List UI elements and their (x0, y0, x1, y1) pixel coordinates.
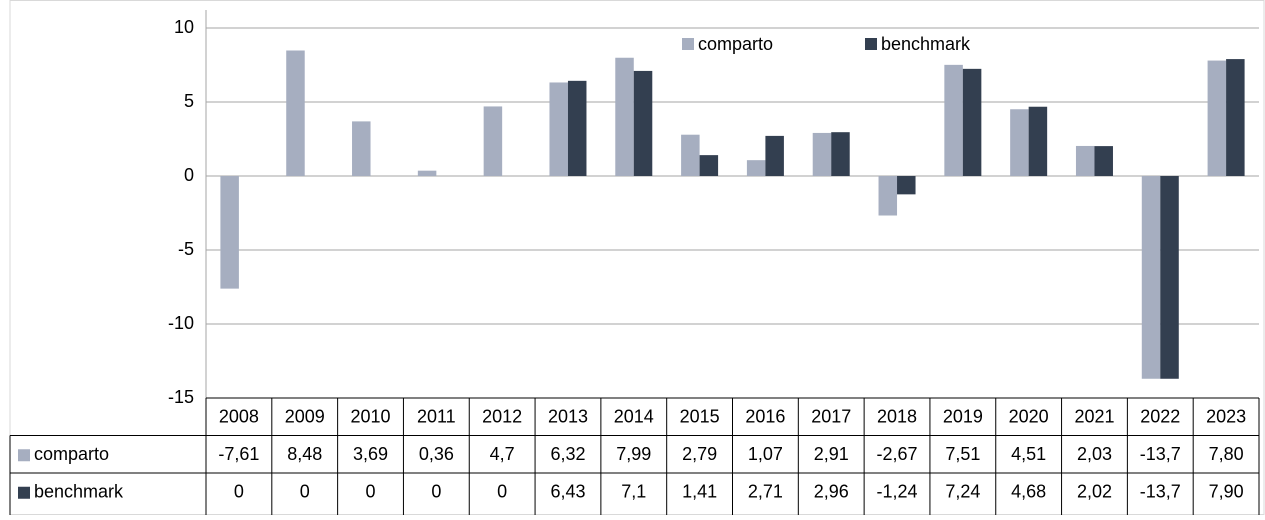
bar (1160, 176, 1179, 379)
table-series-label: benchmark (34, 482, 124, 502)
bar (962, 68, 982, 176)
table-series-label: comparto (34, 444, 109, 464)
x-tick-label: 2009 (285, 407, 325, 427)
table-value: 0 (431, 482, 441, 502)
table-value: 6,43 (550, 482, 585, 502)
bar (417, 170, 437, 176)
bar (699, 155, 719, 176)
x-tick-label: 2021 (1074, 407, 1114, 427)
bar (633, 70, 653, 176)
y-tick-label: -15 (168, 387, 194, 407)
x-tick-label: 2015 (680, 407, 720, 427)
y-tick-label: 0 (184, 165, 194, 185)
table-value: 3,69 (353, 444, 388, 464)
table-value: -2,67 (877, 444, 918, 464)
x-tick-label: 2013 (548, 407, 588, 427)
x-tick-label: 2020 (1009, 407, 1049, 427)
bar (286, 50, 305, 176)
bar (352, 121, 371, 176)
table-value: -13,7 (1140, 482, 1181, 502)
bar (567, 80, 587, 176)
y-tick-label: -5 (178, 239, 194, 259)
x-tick-label: 2018 (877, 407, 917, 427)
table-value: 0 (300, 482, 310, 502)
bar (681, 134, 700, 176)
table-value: 6,32 (550, 444, 585, 464)
bar (897, 176, 916, 195)
table-value: 0 (366, 482, 376, 502)
table-value: 2,91 (814, 444, 849, 464)
bar (483, 106, 503, 176)
x-tick-label: 2022 (1140, 407, 1180, 427)
table-legend-swatch (18, 486, 30, 499)
bar (746, 160, 766, 176)
y-tick-label: -10 (168, 313, 194, 333)
bar (1010, 109, 1029, 176)
y-tick-label: 10 (174, 17, 194, 37)
table-value: 0 (234, 482, 244, 502)
table-value: 4,7 (490, 444, 515, 464)
bar (765, 135, 784, 176)
x-tick-label: 2017 (811, 407, 851, 427)
table-value: 2,02 (1077, 482, 1112, 502)
bar (1226, 59, 1245, 176)
x-tick-label: 2012 (482, 407, 522, 427)
bar (1075, 145, 1095, 176)
table-value: -7,61 (218, 444, 259, 464)
legend-label: comparto (698, 34, 773, 54)
bar (1094, 146, 1113, 176)
table-value: 2,71 (748, 482, 783, 502)
table-value: 0,36 (419, 444, 454, 464)
legend-swatch (865, 38, 877, 50)
bar (812, 132, 832, 176)
legend-label: benchmark (881, 34, 971, 54)
table-value: 7,99 (616, 444, 651, 464)
y-tick-label: 5 (184, 91, 194, 111)
x-tick-label: 2014 (614, 407, 654, 427)
x-tick-label: 2023 (1206, 407, 1246, 427)
bar (878, 176, 898, 216)
table-value: 8,48 (287, 444, 322, 464)
table-value: 4,68 (1011, 482, 1046, 502)
bar (1028, 106, 1048, 176)
table-value: 7,24 (945, 482, 980, 502)
table-value: 4,51 (1011, 444, 1046, 464)
x-tick-label: 2019 (943, 407, 983, 427)
x-tick-label: 2016 (745, 407, 785, 427)
bar (1207, 60, 1227, 177)
table-value: 2,79 (682, 444, 717, 464)
table-value: 0 (497, 482, 507, 502)
legend-swatch (682, 38, 694, 50)
bar (831, 132, 850, 176)
table-legend-swatch (18, 449, 30, 462)
table-value: 2,96 (814, 482, 849, 502)
table-value: 2,03 (1077, 444, 1112, 464)
bar (615, 57, 634, 176)
table-value: -13,7 (1140, 444, 1181, 464)
bar (1141, 176, 1161, 379)
bar (944, 64, 963, 176)
table-value: 7,80 (1209, 444, 1244, 464)
table-value: 7,51 (945, 444, 980, 464)
table-value: -1,24 (877, 482, 918, 502)
x-tick-label: 2008 (219, 407, 259, 427)
x-tick-label: 2010 (351, 407, 391, 427)
bar (549, 82, 568, 176)
table-value: 1,07 (748, 444, 783, 464)
table-value: 7,90 (1209, 482, 1244, 502)
bar (220, 176, 239, 289)
table-value: 7,1 (621, 482, 646, 502)
table-value: 1,41 (682, 482, 717, 502)
x-tick-label: 2011 (417, 407, 456, 427)
